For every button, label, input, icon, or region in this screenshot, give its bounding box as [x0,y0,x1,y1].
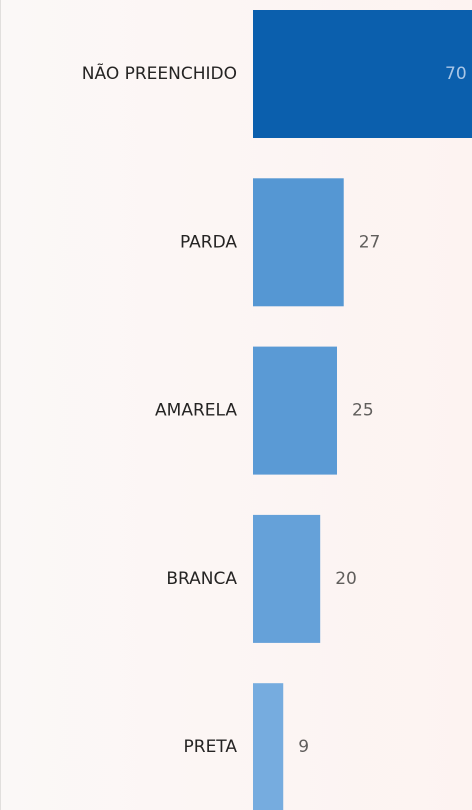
category-label: BRANCA [166,569,237,589]
category-label: AMARELA [155,401,237,421]
value-label: 9 [298,737,309,757]
value-label: 70 [445,64,467,84]
category-label: PARDA [180,232,237,252]
bar [253,178,344,307]
category-label: PRETA [184,737,238,757]
value-label: 27 [359,232,381,252]
value-label: 20 [335,569,357,589]
category-label: NÃO PREENCHIDO [82,62,237,84]
bar [253,514,321,643]
value-label: 25 [352,401,374,421]
bar [253,683,284,810]
bar [253,346,337,475]
bar [253,10,472,138]
